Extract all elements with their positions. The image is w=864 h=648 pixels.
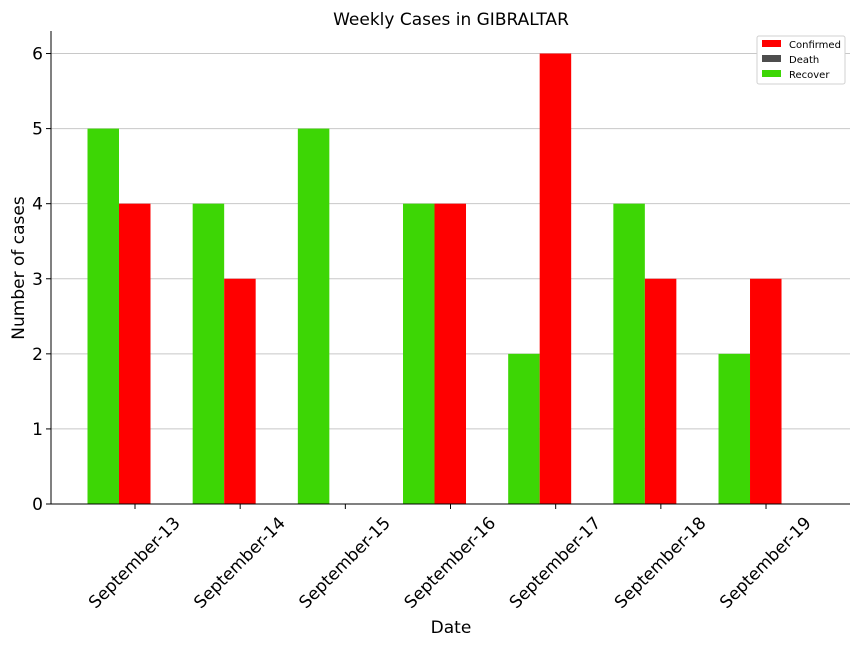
x-tick-label: September-13 — [85, 513, 184, 612]
bar-confirmed — [644, 278, 677, 504]
y-tick-label: 6 — [32, 45, 43, 65]
legend-swatch — [762, 70, 781, 77]
bar-confirmed — [224, 278, 256, 504]
legend: Confirmed Death Recover — [756, 35, 846, 85]
bar-confirmed — [119, 203, 151, 504]
y-tick-label: 0 — [32, 495, 43, 515]
chart-title: Weekly Cases in GIBRALTAR — [333, 10, 569, 30]
x-tick-label: September-19 — [716, 513, 815, 612]
x-axis-title: Date — [431, 618, 472, 638]
bar-confirmed — [750, 278, 782, 504]
bar-recover — [297, 128, 330, 504]
bar-recover — [87, 128, 119, 504]
y-tick-label: 4 — [32, 195, 43, 215]
y-tick-label: 5 — [32, 120, 43, 140]
legend-label: Death — [789, 55, 819, 66]
bar-recover — [192, 203, 225, 504]
bar-recover — [403, 203, 435, 504]
x-tick-label: September-14 — [190, 513, 289, 612]
bar-recover — [718, 353, 751, 504]
x-tick-label: September-15 — [295, 513, 394, 612]
legend-label: Confirmed — [789, 40, 841, 51]
x-tick-label: September-18 — [611, 513, 710, 612]
x-tick-label: September-16 — [401, 513, 500, 612]
bars — [87, 53, 782, 505]
y-axis-title: Number of cases — [9, 196, 29, 340]
x-ticks: September-13 September-14 September-15 Sept… — [85, 504, 816, 613]
legend-label: Recover — [789, 70, 830, 81]
bar-confirmed — [539, 53, 572, 505]
legend-swatch — [762, 55, 781, 62]
bar-recover — [613, 203, 645, 504]
y-tick-label: 2 — [32, 345, 43, 365]
x-tick-label: September-17 — [506, 513, 605, 612]
y-ticks: 0 1 2 3 4 5 6 — [32, 45, 51, 515]
bar-confirmed — [434, 203, 467, 504]
y-tick-label: 1 — [32, 420, 43, 440]
bar-recover — [508, 353, 540, 504]
y-tick-label: 3 — [32, 270, 43, 290]
legend-swatch — [762, 40, 781, 47]
